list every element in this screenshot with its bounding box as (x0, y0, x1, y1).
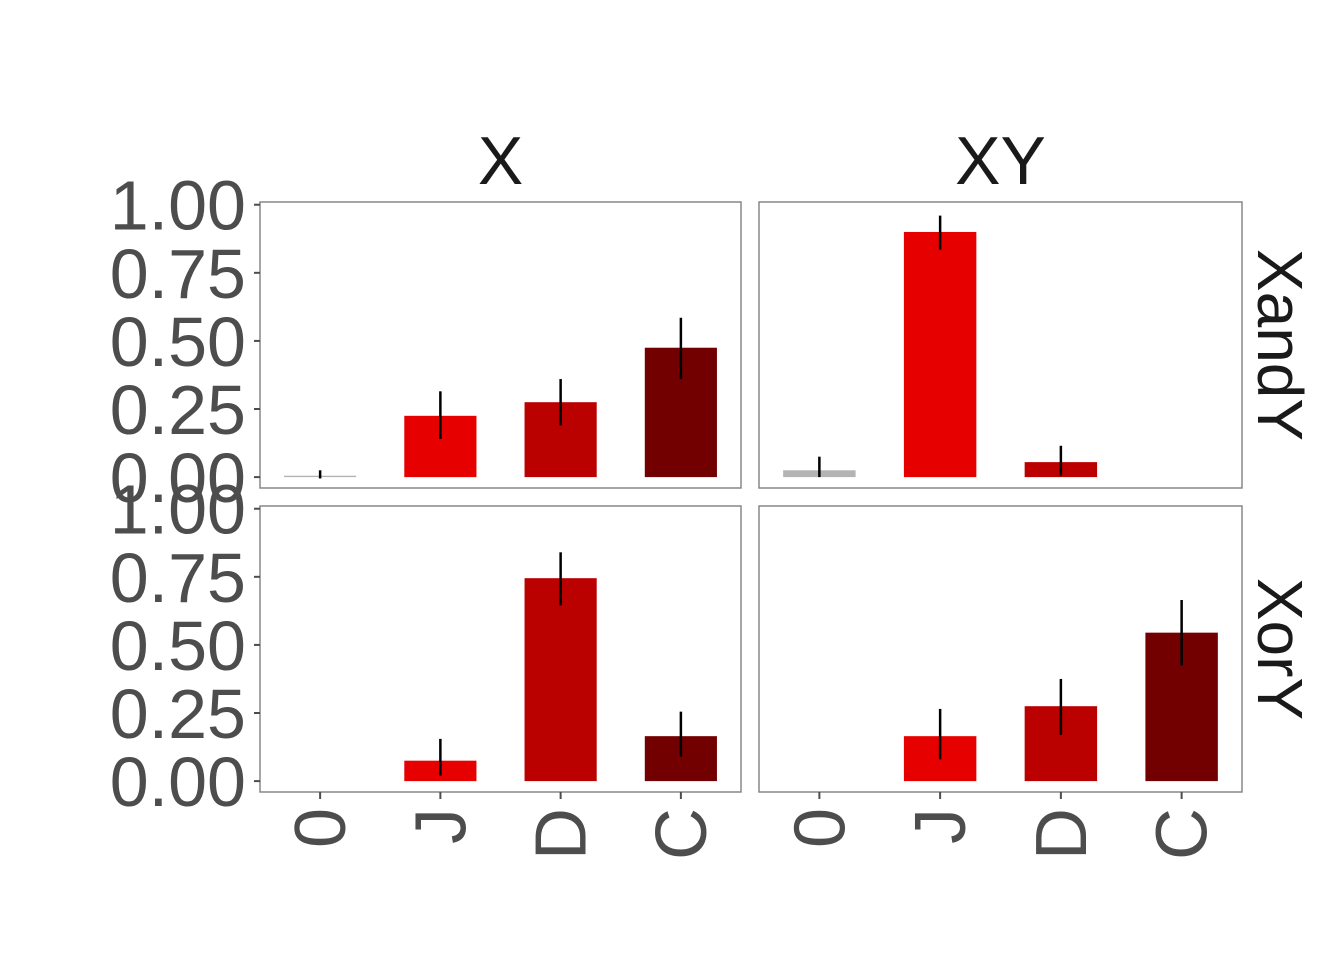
facet-row-label: XandY (1244, 249, 1316, 441)
axes: 0.000.250.500.751.000.000.250.500.751.00… (110, 167, 1223, 860)
panel-xy-xory (758, 505, 1243, 793)
y-tick-label-xandy: 1.00 (110, 167, 246, 245)
y-tick-label-xandy: 0.25 (110, 371, 246, 449)
y-tick-label-xandy: 0.50 (110, 303, 246, 381)
x-tick-label-xy: J (901, 808, 981, 844)
panels (259, 201, 1243, 793)
y-tick-label-xory: 0.50 (110, 607, 246, 685)
x-tick-label-xy: D (1022, 808, 1102, 860)
x-tick-label-x: C (642, 808, 722, 860)
y-tick-label-xory: 0.00 (110, 743, 246, 821)
x-tick-label-x: D (522, 808, 602, 860)
error-bars (318, 215, 1183, 776)
y-tick-label-xory: 0.25 (110, 675, 246, 753)
x-tick-label-xy: 0 (780, 808, 860, 848)
panel-xy-xandy (758, 201, 1243, 489)
y-tick-label-xandy: 0.75 (110, 235, 246, 313)
x-tick-label-x: 0 (281, 808, 361, 848)
y-tick-label-xory: 1.00 (110, 471, 246, 549)
y-tick-label-xory: 0.75 (110, 539, 246, 617)
y-tick-label-xandy: 0.00 (110, 439, 246, 517)
bar-x-xory-d (524, 578, 597, 782)
facet-col-label: X (478, 123, 523, 199)
facet-col-label: XY (955, 123, 1046, 199)
x-tick-label-x: J (401, 808, 481, 844)
panel-x-xandy (259, 201, 742, 489)
facet-strips: X XY XandY XorY (478, 123, 1316, 720)
x-tick-label-xy: C (1143, 808, 1223, 860)
panel-x-xory (259, 505, 742, 793)
facet-row-label: XorY (1244, 578, 1316, 720)
bar-xy-xandy-j (903, 231, 977, 478)
